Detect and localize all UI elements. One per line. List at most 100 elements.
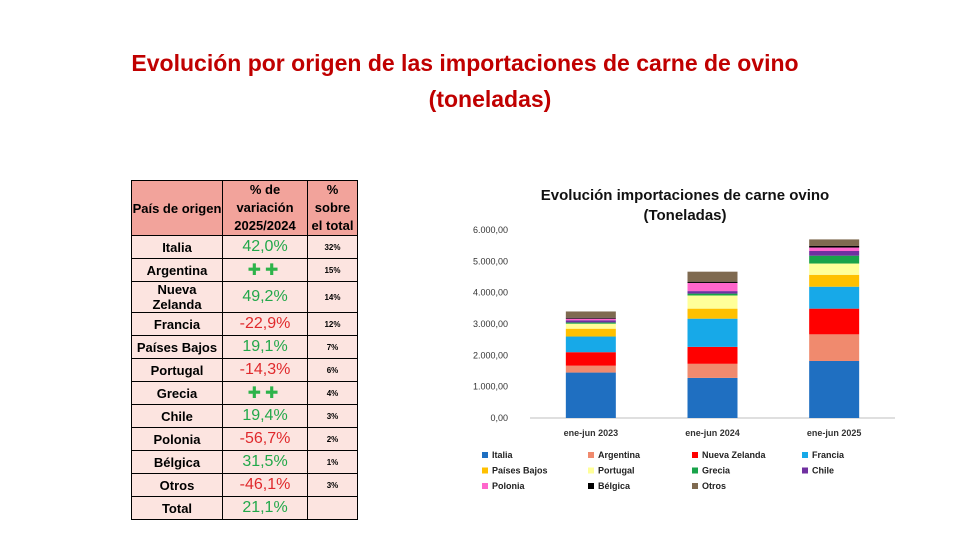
table-body: Italia 42,0% 32% Argentina ✚✚ 15% Nueva Zeland… [131, 235, 358, 520]
header-share: % sobre el total [307, 180, 358, 236]
bar-segment-polonia [809, 247, 860, 251]
legend-label: Francia [812, 450, 845, 460]
y-tick-label: 5.000,00 [473, 256, 508, 266]
bar-segment-grecia [809, 255, 860, 264]
legend-label: Países Bajos [492, 466, 548, 476]
legend-swatch [692, 452, 698, 458]
legend-swatch [482, 483, 488, 489]
bar-segment-portugal [565, 323, 616, 329]
bar-segment-nueva-zelanda [809, 308, 860, 335]
legend-label: Argentina [598, 450, 641, 460]
legend-swatch [588, 483, 594, 489]
table-row: Chile 19,4% 3% [131, 404, 358, 428]
bar-segment-otros [809, 239, 860, 246]
bar-segment-italia [809, 360, 860, 418]
variation-cell: 21,1% [222, 496, 308, 520]
country-cell: Polonia [131, 427, 223, 451]
share-cell: 1% [307, 450, 358, 474]
legend-item: Polonia [482, 481, 525, 491]
variation-cell: 42,0% [222, 235, 308, 259]
y-tick-label: 6.000,00 [473, 225, 508, 235]
share-cell: 3% [307, 473, 358, 497]
bar-segment-otros [565, 311, 616, 318]
country-cell: Otros [131, 473, 223, 497]
variation-table: País de origen % de variación 2025/2024 … [131, 180, 358, 520]
y-tick-label: 2.000,00 [473, 350, 508, 360]
header-country: País de origen [131, 180, 223, 236]
table-header-row: País de origen % de variación 2025/2024 … [131, 180, 358, 236]
variation-cell: 19,4% [222, 404, 308, 428]
y-tick-label: 3.000,00 [473, 319, 508, 329]
share-cell: 6% [307, 358, 358, 382]
legend-item: Chile [802, 466, 834, 476]
legend-label: Chile [812, 466, 834, 476]
bar-segment-italia [687, 377, 738, 418]
share-cell: 7% [307, 335, 358, 359]
legend-label: Otros [702, 481, 726, 491]
country-cell: Países Bajos [131, 335, 223, 359]
bar-segment-argentina [687, 363, 738, 378]
header-variation-text: % de variación 2025/2024 [234, 182, 296, 233]
bar-segment-países-bajos [565, 328, 616, 337]
x-axis: ene-jun 2023 ene-jun 2024 ene-jun 2025 [564, 428, 862, 438]
legend-item: Italia [482, 450, 514, 460]
y-tick-label: 4.000,00 [473, 288, 508, 298]
legend-item: Otros [692, 481, 726, 491]
legend-swatch [588, 452, 594, 458]
share-cell: 3% [307, 404, 358, 428]
legend-label: Italia [492, 450, 514, 460]
table-row: Nueva Zelanda 49,2% 14% [131, 281, 358, 313]
bar-segment-grecia [687, 293, 738, 296]
stacked-bar-chart: Evolución importaciones de carne ovino (… [473, 187, 895, 491]
share-cell [307, 496, 358, 520]
legend: Italia Argentina Nueva Zelanda Francia Paíse… [482, 450, 845, 491]
country-cell: Nueva Zelanda [131, 281, 223, 313]
table-row: Países Bajos 19,1% 7% [131, 335, 358, 359]
legend-item: Argentina [588, 450, 641, 460]
bar-segment-bélgica [565, 317, 616, 319]
legend-swatch [482, 452, 488, 458]
variation-cell: 49,2% [222, 281, 308, 313]
variation-cell: -56,7% [222, 427, 308, 451]
bar-segment-nueva-zelanda [565, 352, 616, 366]
table-row: Grecia ✚✚ 4% [131, 381, 358, 405]
variation-cell: ✚✚ [222, 258, 308, 282]
chart-subtitle: (Toneladas) [643, 207, 726, 224]
legend-label: Portugal [598, 466, 635, 476]
bar-segment-portugal [809, 263, 860, 275]
table-row: Argentina ✚✚ 15% [131, 258, 358, 282]
x-tick-label: ene-jun 2024 [685, 428, 740, 438]
legend-swatch [588, 467, 594, 474]
bars [565, 239, 860, 418]
bar-segment-francia [687, 318, 738, 347]
bar-segment-portugal [687, 295, 738, 309]
bar-segment-francia [565, 336, 616, 353]
table-row: Italia 42,0% 32% [131, 235, 358, 259]
legend-item: Países Bajos [482, 466, 548, 476]
bar-segment-chile [809, 250, 860, 256]
bar-segment-argentina [809, 334, 860, 361]
legend-item: Francia [802, 450, 845, 460]
y-tick-label: 0,00 [490, 413, 508, 423]
table-row: Polonia -56,7% 2% [131, 427, 358, 451]
variation-cell: 31,5% [222, 450, 308, 474]
country-cell: Grecia [131, 381, 223, 405]
bar-segment-nueva-zelanda [687, 346, 738, 364]
legend-swatch [482, 467, 488, 474]
country-cell: Chile [131, 404, 223, 428]
bar-segment-países-bajos [687, 308, 738, 319]
legend-label: Grecia [702, 466, 731, 476]
bar-segment-otros [687, 271, 738, 282]
variation-cell: 19,1% [222, 335, 308, 359]
header-share-text: % sobre el total [311, 182, 354, 233]
bar-segment-bélgica [687, 281, 738, 283]
share-cell: 4% [307, 381, 358, 405]
country-cell: Argentina [131, 258, 223, 282]
share-cell: 2% [307, 427, 358, 451]
legend-item: Bélgica [588, 481, 631, 491]
variation-cell: -22,9% [222, 312, 308, 336]
table-row: Portugal -14,3% 6% [131, 358, 358, 382]
table-row: Total 21,1% [131, 496, 358, 520]
y-tick-label: 1.000,00 [473, 382, 508, 392]
country-cell: Total [131, 496, 223, 520]
